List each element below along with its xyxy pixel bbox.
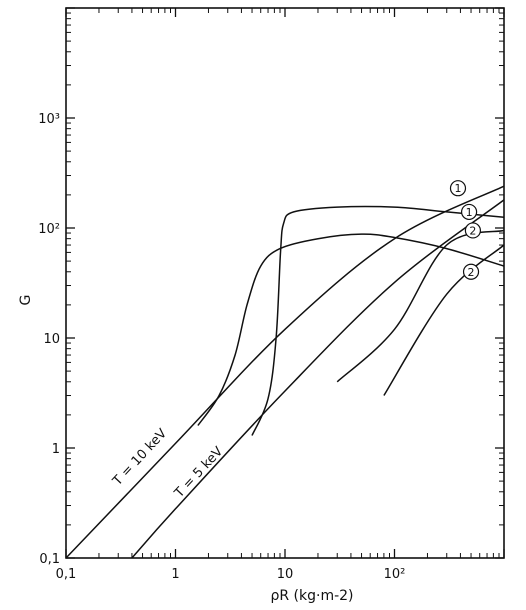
y-tick-label: 0,1	[39, 552, 60, 567]
y-tick-label: 1	[52, 442, 60, 457]
curve-number-label: 1	[466, 206, 473, 219]
y-axis-label: G	[18, 295, 34, 306]
curve-number-circle	[449, 180, 467, 197]
x-axis-ticks: 0,1 1 10 10²	[56, 8, 505, 582]
curve-number-label: 2	[468, 266, 475, 279]
series-curve-6	[383, 244, 505, 396]
series-layer	[65, 185, 505, 559]
curve-temperature-label: T = 5 keV	[171, 444, 226, 501]
y-axis-ticks: 0,1 1 10 10² 10³	[38, 7, 504, 567]
x-axis-label: ρR (kg·m-2)	[270, 588, 353, 604]
x-tick-label: 10	[277, 567, 294, 582]
series-curve-1	[65, 185, 505, 559]
series-curve-5	[336, 229, 505, 383]
series-curve-4	[251, 205, 505, 436]
curve-number-circle	[464, 222, 482, 239]
y-tick-label: 10³	[38, 112, 60, 127]
y-tick-label: 10	[43, 332, 60, 347]
series-curve-3	[197, 233, 505, 426]
curve-number-label: 1	[454, 182, 461, 195]
series-curve-2	[131, 199, 505, 559]
curve-number-circle	[462, 263, 480, 280]
x-tick-label: 0,1	[56, 567, 77, 582]
x-tick-label: 10²	[384, 567, 406, 582]
curve-number-label: 2	[469, 224, 476, 237]
x-tick-label: 1	[171, 567, 179, 582]
curve-number-circle	[460, 203, 478, 221]
y-tick-label: 10²	[38, 222, 60, 237]
